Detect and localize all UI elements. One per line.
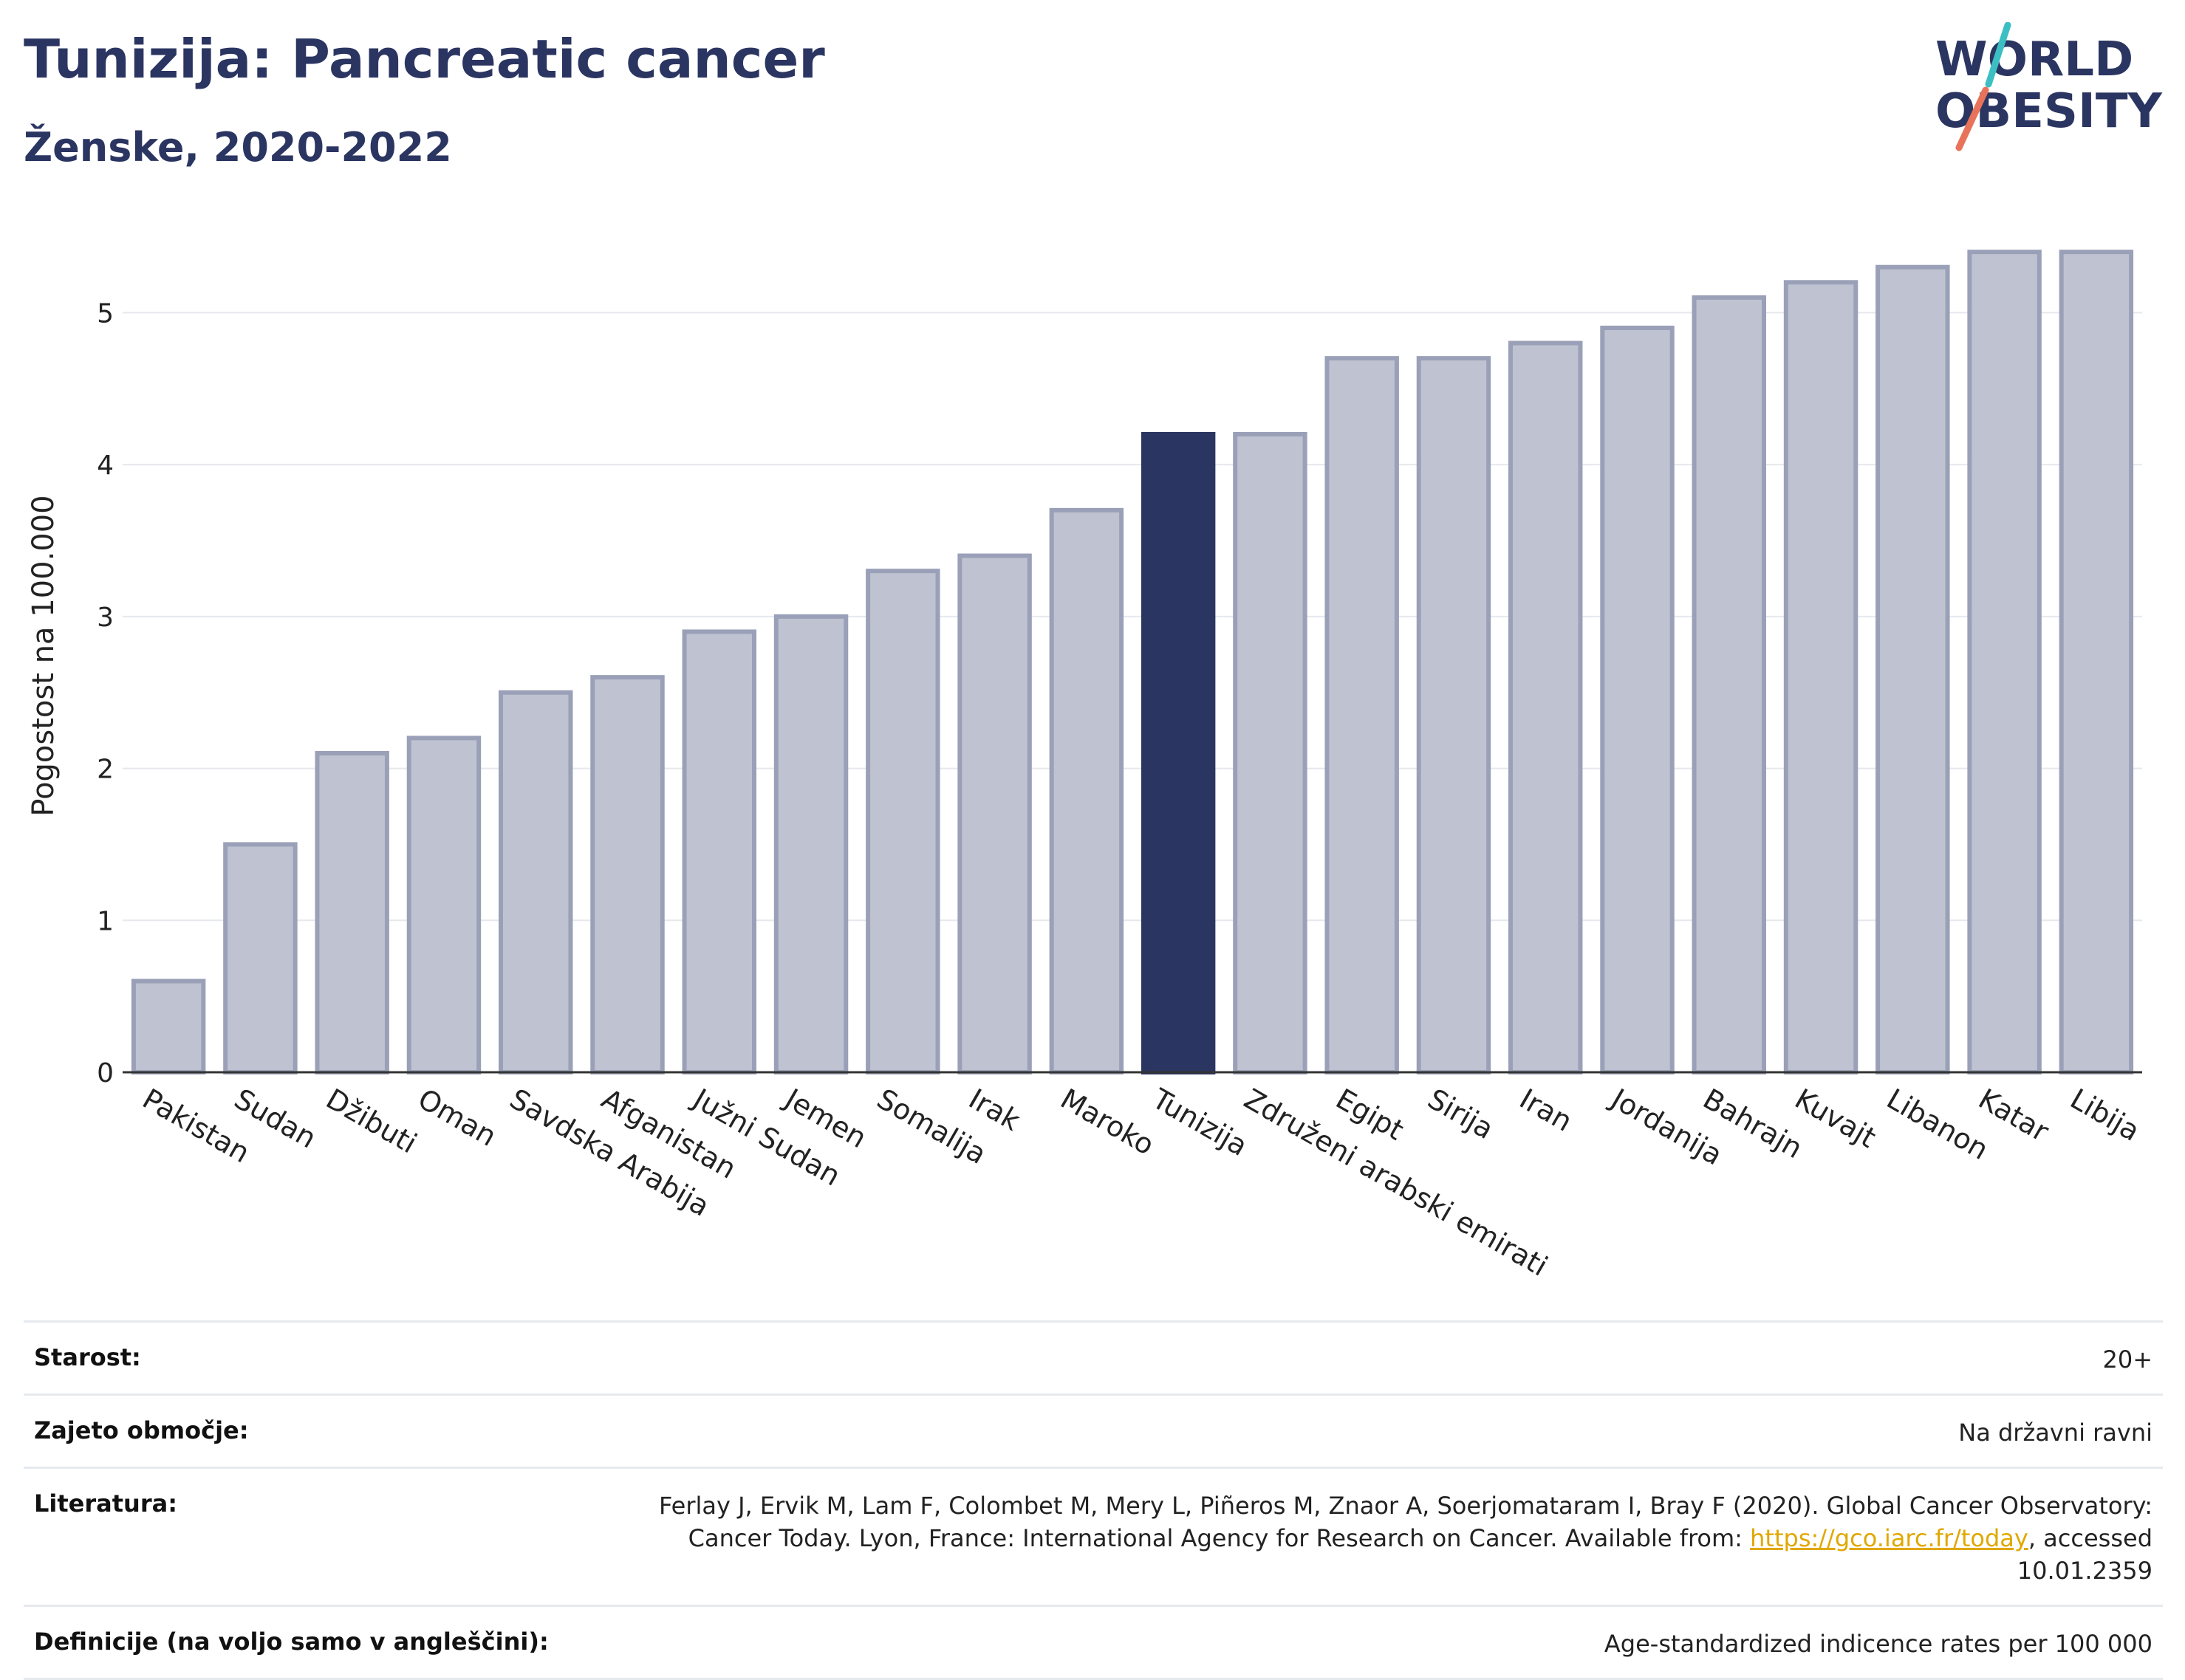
y-tick-label: 3 bbox=[97, 603, 114, 633]
y-tick-label: 4 bbox=[97, 450, 114, 481]
x-tick-label: Iran bbox=[1514, 1083, 1578, 1138]
bar bbox=[223, 842, 298, 1075]
bar bbox=[1508, 340, 1583, 1075]
info-value: Ferlay J, Ervik M, Lam F, Colombet M, Me… bbox=[601, 1489, 2152, 1587]
bar bbox=[1783, 280, 1859, 1074]
bar bbox=[1692, 295, 1766, 1074]
info-value: 20+ bbox=[2102, 1345, 2152, 1374]
world-obesity-logo: WORLD OBESITY bbox=[1935, 22, 2162, 151]
x-tick-label: Irak bbox=[963, 1083, 1025, 1137]
bar bbox=[406, 736, 482, 1075]
info-value: Na državni ravni bbox=[1958, 1419, 2152, 1447]
chart-title: Tunizija: Pancreatic cancer bbox=[24, 28, 825, 90]
bar bbox=[1324, 356, 1399, 1074]
info-table: Starost: 20+ Zajeto območje: Na državni … bbox=[24, 1320, 2163, 1680]
info-row-references: Literatura: Ferlay J, Ervik M, Lam F, Co… bbox=[24, 1467, 2163, 1605]
info-row-coverage: Zajeto območje: Na državni ravni bbox=[24, 1393, 2163, 1467]
info-row-age: Starost: 20+ bbox=[24, 1320, 2163, 1393]
bar bbox=[499, 690, 573, 1074]
chart-subtitle: Ženske, 2020-2022 bbox=[24, 124, 452, 171]
reference-text: Ferlay J, Ervik M, Lam F, Colombet M, Me… bbox=[659, 1492, 2152, 1552]
x-tick-label: Maroko bbox=[1055, 1083, 1160, 1162]
x-tick-label: Džibuti bbox=[321, 1083, 423, 1160]
info-label: Literatura: bbox=[34, 1489, 177, 1518]
bar bbox=[773, 614, 849, 1074]
x-tick-label: Sirija bbox=[1422, 1083, 1499, 1145]
info-label: Definicije (na voljo samo v angleščini): bbox=[34, 1628, 549, 1656]
x-tick-label: Tunizija bbox=[1146, 1082, 1254, 1162]
bar bbox=[866, 569, 940, 1074]
y-tick-label: 5 bbox=[97, 298, 114, 329]
info-row-definitions: Definicije (na voljo samo v angleščini):… bbox=[24, 1605, 2163, 1680]
y-tick-label: 0 bbox=[97, 1058, 114, 1088]
info-value: Age-standardized indicence rates per 100… bbox=[1604, 1630, 2152, 1658]
bar bbox=[1875, 264, 1950, 1075]
y-tick-label: 2 bbox=[97, 755, 114, 785]
x-tick-label: Libanon bbox=[1881, 1083, 1994, 1166]
bar bbox=[1049, 507, 1124, 1074]
logo-slash-teal bbox=[1985, 22, 2011, 88]
bar bbox=[1416, 356, 1491, 1074]
x-tick-label: Oman bbox=[412, 1083, 502, 1153]
bar bbox=[131, 978, 206, 1074]
bar bbox=[1233, 432, 1307, 1074]
bar bbox=[2059, 250, 2134, 1075]
bar bbox=[315, 751, 389, 1074]
y-tick-labels: 0 1 2 3 4 5 bbox=[97, 298, 114, 1088]
bar bbox=[682, 629, 756, 1074]
logo-slash-red bbox=[1955, 86, 1989, 151]
info-label: Zajeto območje: bbox=[34, 1416, 249, 1444]
x-tick-label: Libija bbox=[2065, 1083, 2145, 1148]
bar bbox=[590, 675, 665, 1074]
bar-highlighted bbox=[1141, 432, 1216, 1074]
y-axis-title: Pogostost na 100.000 bbox=[27, 495, 61, 816]
reference-accessed: , accessed 10.01.2359 bbox=[2017, 1524, 2152, 1585]
bar bbox=[1600, 326, 1675, 1074]
bars bbox=[131, 250, 2134, 1075]
y-tick-label: 1 bbox=[97, 906, 114, 936]
info-label: Starost: bbox=[34, 1343, 141, 1371]
bar bbox=[957, 553, 1032, 1074]
reference-link[interactable]: https://gco.iarc.fr/today bbox=[1750, 1524, 2028, 1552]
logo-line1: WORLD bbox=[1935, 32, 2133, 87]
bar bbox=[1967, 250, 2042, 1075]
